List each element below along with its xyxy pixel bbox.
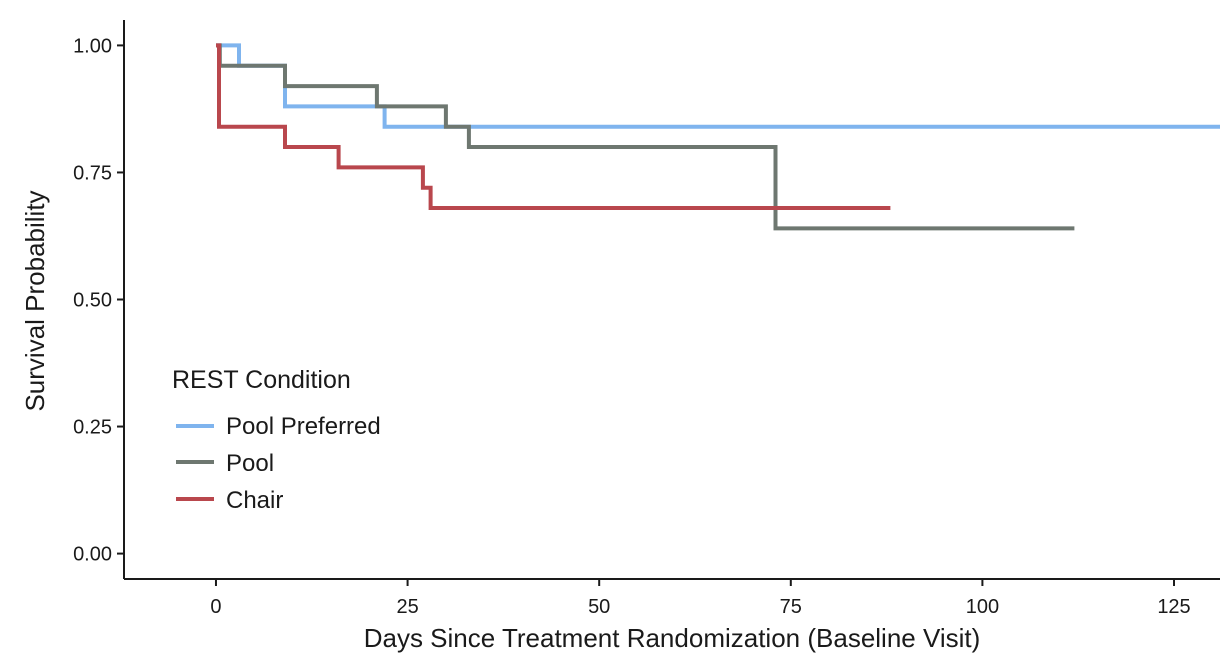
x-tick-label: 50: [588, 596, 610, 618]
x-axis-title: Days Since Treatment Randomization (Base…: [364, 623, 981, 653]
x-tick-label: 0: [210, 596, 221, 618]
x-tick-label: 25: [396, 596, 418, 618]
axes-layer: [123, 20, 1220, 580]
legend-label: Pool: [226, 450, 274, 477]
y-tick-label: 1.00: [73, 35, 112, 57]
legend-title: REST Condition: [172, 366, 351, 394]
y-tick-label: 0.50: [73, 290, 112, 312]
x-tick-label: 75: [780, 596, 802, 618]
y-tick-label: 0.00: [73, 544, 112, 566]
y-axis-title: Survival Probability: [20, 190, 50, 411]
legend-item-pool-preferred: Pool Preferred: [176, 413, 381, 440]
x-tick-label: 100: [966, 596, 999, 618]
y-tick-label: 0.25: [73, 417, 112, 439]
y-ticks: 0.00 0.25 0.50 0.75 1.00: [73, 35, 124, 566]
series-layer: [216, 43, 1220, 231]
series-line-chair: [216, 43, 891, 210]
x-ticks: 0 25 50 75 100 125: [210, 579, 1191, 618]
x-tick-label: 125: [1157, 596, 1190, 618]
legend-label: Chair: [226, 487, 283, 514]
y-tick-label: 0.75: [73, 162, 112, 184]
legend-item-chair: Chair: [176, 487, 283, 514]
legend: REST Condition Pool Preferred Pool Chair: [172, 366, 381, 514]
legend-item-pool: Pool: [176, 450, 274, 477]
series-line-pool: [216, 43, 1075, 231]
legend-label: Pool Preferred: [226, 413, 381, 440]
